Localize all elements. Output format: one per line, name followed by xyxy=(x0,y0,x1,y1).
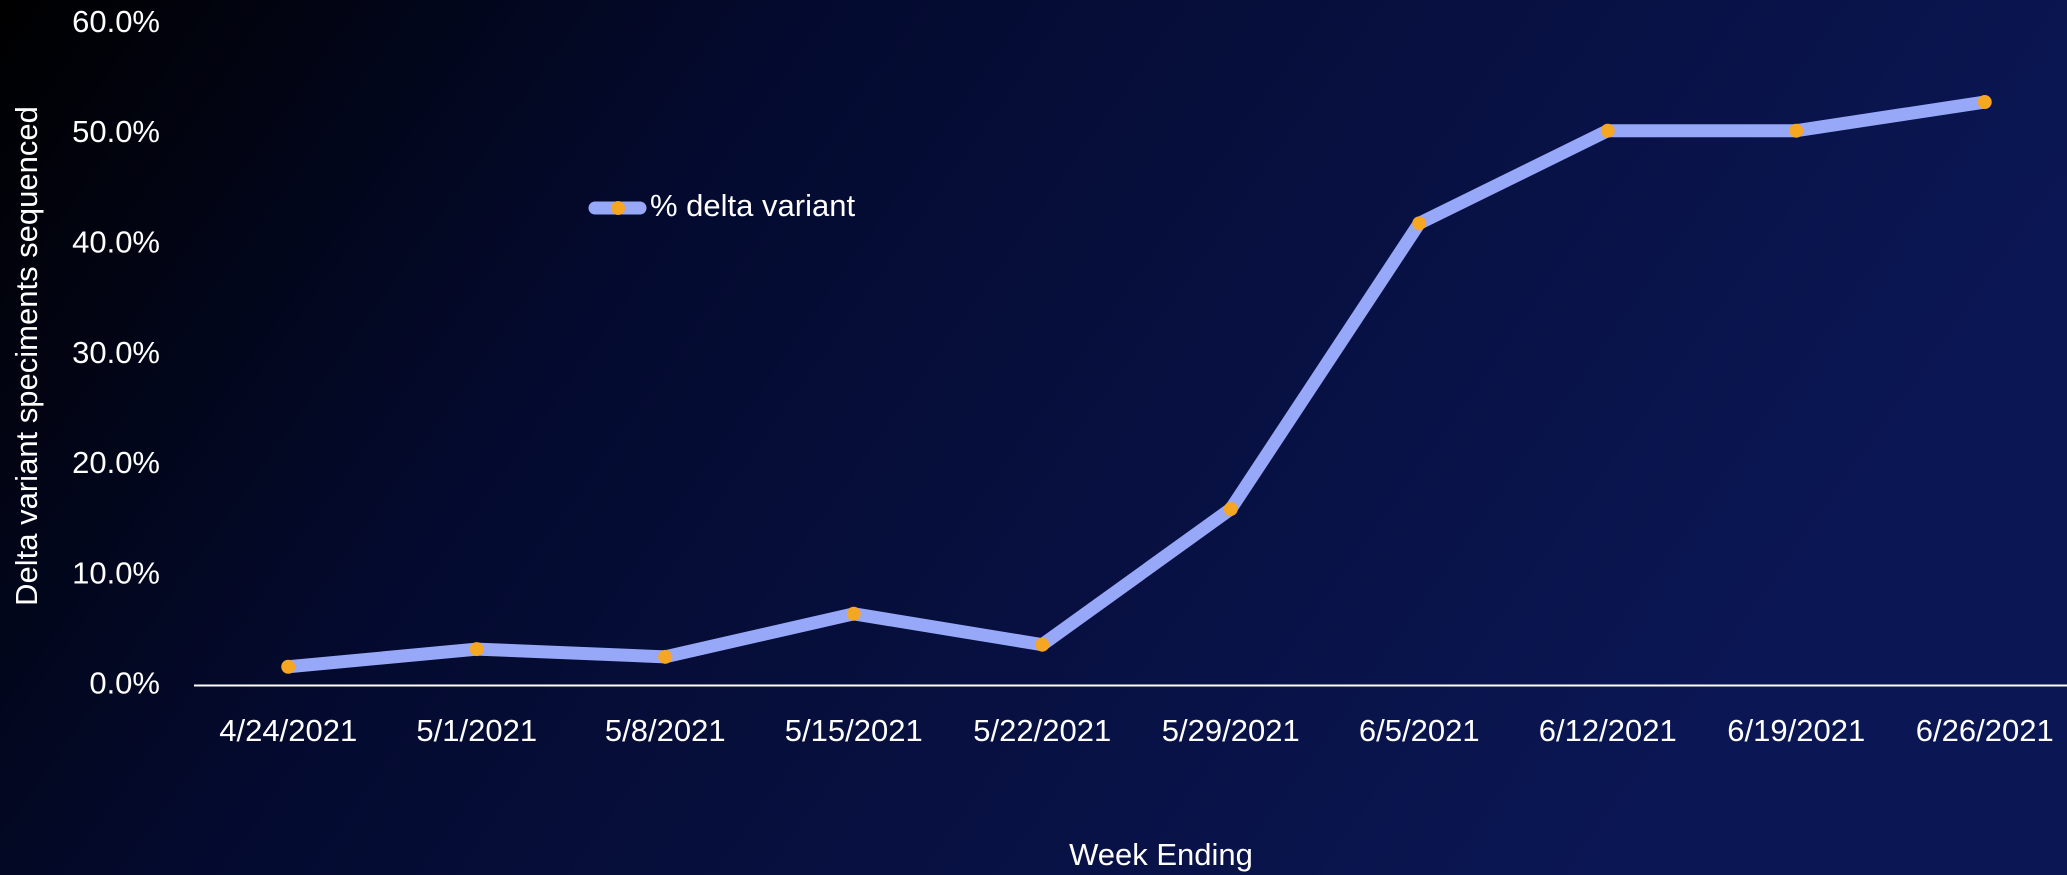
y-tick-label: 10.0% xyxy=(72,555,160,590)
point-marker xyxy=(846,606,861,621)
x-tick-label: 6/26/2021 xyxy=(1916,713,2054,748)
point-marker xyxy=(1977,95,1992,110)
point-marker xyxy=(1412,216,1427,231)
x-tick-label: 4/24/2021 xyxy=(219,713,357,748)
point-marker xyxy=(469,642,484,657)
y-tick-label: 30.0% xyxy=(72,335,160,370)
x-tick-label: 6/19/2021 xyxy=(1727,713,1865,748)
point-marker xyxy=(281,659,296,674)
y-tick-label: 40.0% xyxy=(72,224,160,259)
x-axis-title: Week Ending xyxy=(1069,837,1253,872)
x-tick-label: 5/8/2021 xyxy=(605,713,726,748)
legend-label: % delta variant xyxy=(650,188,855,223)
point-marker xyxy=(1035,637,1050,652)
point-marker xyxy=(1600,123,1615,138)
x-tick-label: 6/12/2021 xyxy=(1539,713,1677,748)
x-tick-label: 5/22/2021 xyxy=(973,713,1111,748)
point-marker xyxy=(1789,123,1804,138)
point-marker xyxy=(1223,502,1238,517)
y-tick-label: 20.0% xyxy=(72,445,160,480)
y-axis-title: Delta variant speciments sequenced xyxy=(9,106,44,606)
y-tick-label: 60.0% xyxy=(72,4,160,39)
x-tick-label: 5/15/2021 xyxy=(785,713,923,748)
x-tick-label: 5/1/2021 xyxy=(416,713,537,748)
y-tick-label: 0.0% xyxy=(89,666,160,701)
point-marker xyxy=(658,649,673,664)
x-tick-label: 5/29/2021 xyxy=(1162,713,1300,748)
y-tick-label: 50.0% xyxy=(72,114,160,149)
x-tick-label: 6/5/2021 xyxy=(1359,713,1480,748)
series-line xyxy=(281,95,1992,674)
legend-marker xyxy=(611,201,625,215)
